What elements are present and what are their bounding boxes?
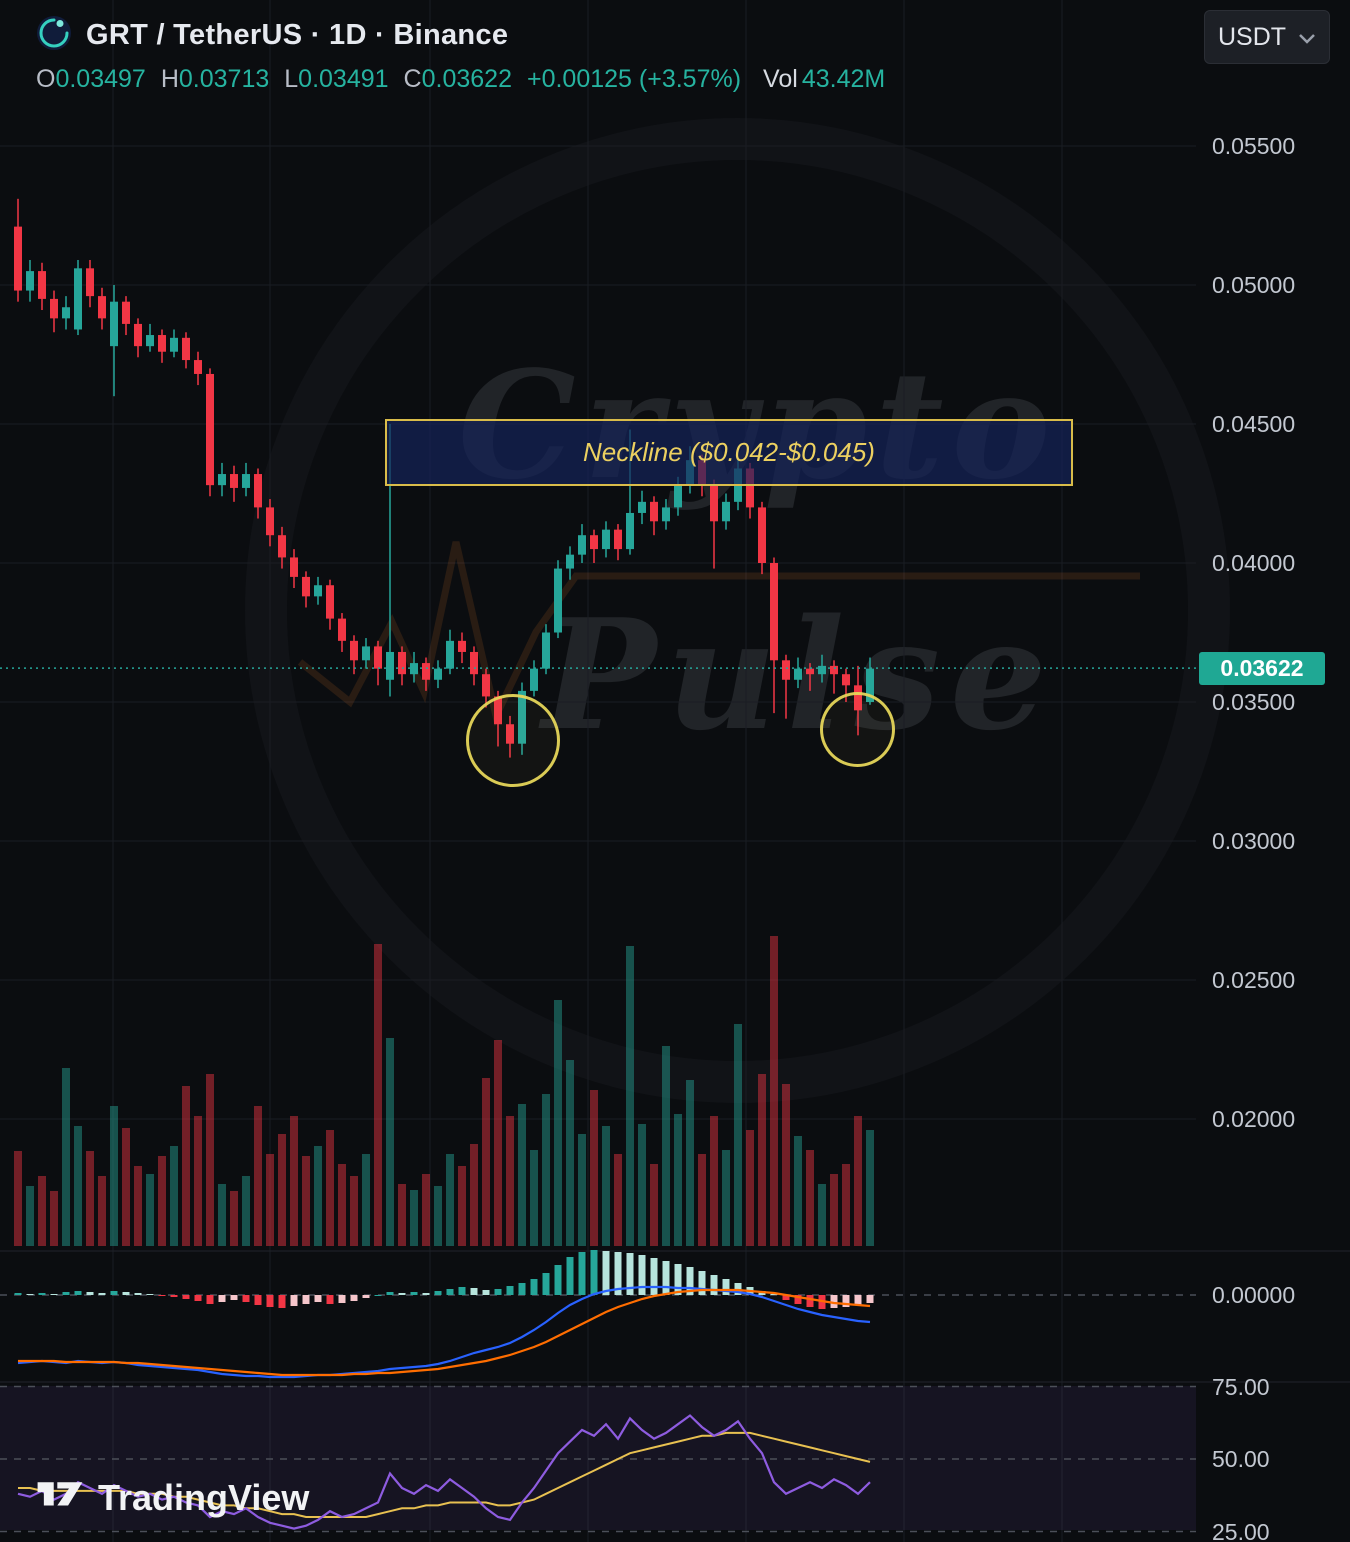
axis-tick-label: 50.00	[1212, 1446, 1270, 1472]
axis-tick-label: 0.03500	[1212, 689, 1296, 715]
axis-tick-label: 75.00	[1212, 1373, 1270, 1400]
tradingview-logo-text: TradingView	[98, 1476, 310, 1518]
low-label: L	[284, 65, 299, 93]
axis-tick-label: 0.05000	[1212, 272, 1296, 298]
axis-tick-label: 25.00	[1212, 1518, 1270, 1542]
last-price-badge: 0.03622	[1199, 652, 1325, 686]
change-value: +0.00125 (+3.57%)	[526, 65, 742, 93]
ohlc-row: O 0.03497 H 0.03713 L 0.03491 C 0.03622 +0.0…	[36, 65, 885, 94]
high-label: H	[160, 65, 179, 93]
close-label: C	[403, 65, 422, 93]
axis-tick-label: 0.03000	[1212, 828, 1296, 854]
axis-tick-label: 0.05500	[1212, 133, 1296, 159]
last-price-value: 0.03622	[1220, 655, 1304, 682]
close-value: 0.03622	[421, 65, 512, 93]
open-label: O	[36, 65, 56, 93]
axis-tick-label: 0.04500	[1212, 411, 1296, 437]
tradingview-logo[interactable]: TradingView	[34, 1474, 309, 1521]
axis-tick-label: 0.04000	[1212, 550, 1296, 576]
chevron-down-icon	[1298, 23, 1316, 52]
volume-label: Vol	[763, 65, 798, 93]
volume-value: 43.42M	[801, 65, 886, 93]
symbol-row: GRT / TetherUS · 1D · Binance	[36, 14, 885, 56]
currency-value: USDT	[1217, 22, 1287, 51]
cryptopulse-logo-icon	[36, 15, 72, 56]
low-value: 0.03491	[298, 65, 389, 93]
currency-dropdown[interactable]: USDT	[1204, 10, 1330, 64]
chart-header: GRT / TetherUS · 1D · Binance O 0.03497 H…	[36, 14, 885, 94]
tradingview-logo-icon	[34, 1474, 86, 1521]
axis-tick-label: 0.00000	[1212, 1282, 1296, 1308]
symbol-title[interactable]: GRT / TetherUS · 1D · Binance	[86, 18, 509, 51]
neckline-annotation[interactable]: Neckline ($0.042-$0.045)	[385, 419, 1073, 486]
axis-tick-label: 0.02500	[1212, 967, 1296, 993]
highlight-circle-1[interactable]	[466, 694, 560, 787]
high-value: 0.03713	[178, 65, 270, 93]
axis-tick-label: 0.02000	[1212, 1106, 1296, 1132]
open-value: 0.03497	[55, 65, 146, 93]
price-axis[interactable]: 0.05500 0.05000 0.04500 0.04000 0.03500 0.030…	[1196, 0, 1350, 1542]
highlight-circle-2[interactable]	[820, 692, 895, 767]
neckline-label: Neckline ($0.042-$0.045)	[583, 437, 875, 467]
